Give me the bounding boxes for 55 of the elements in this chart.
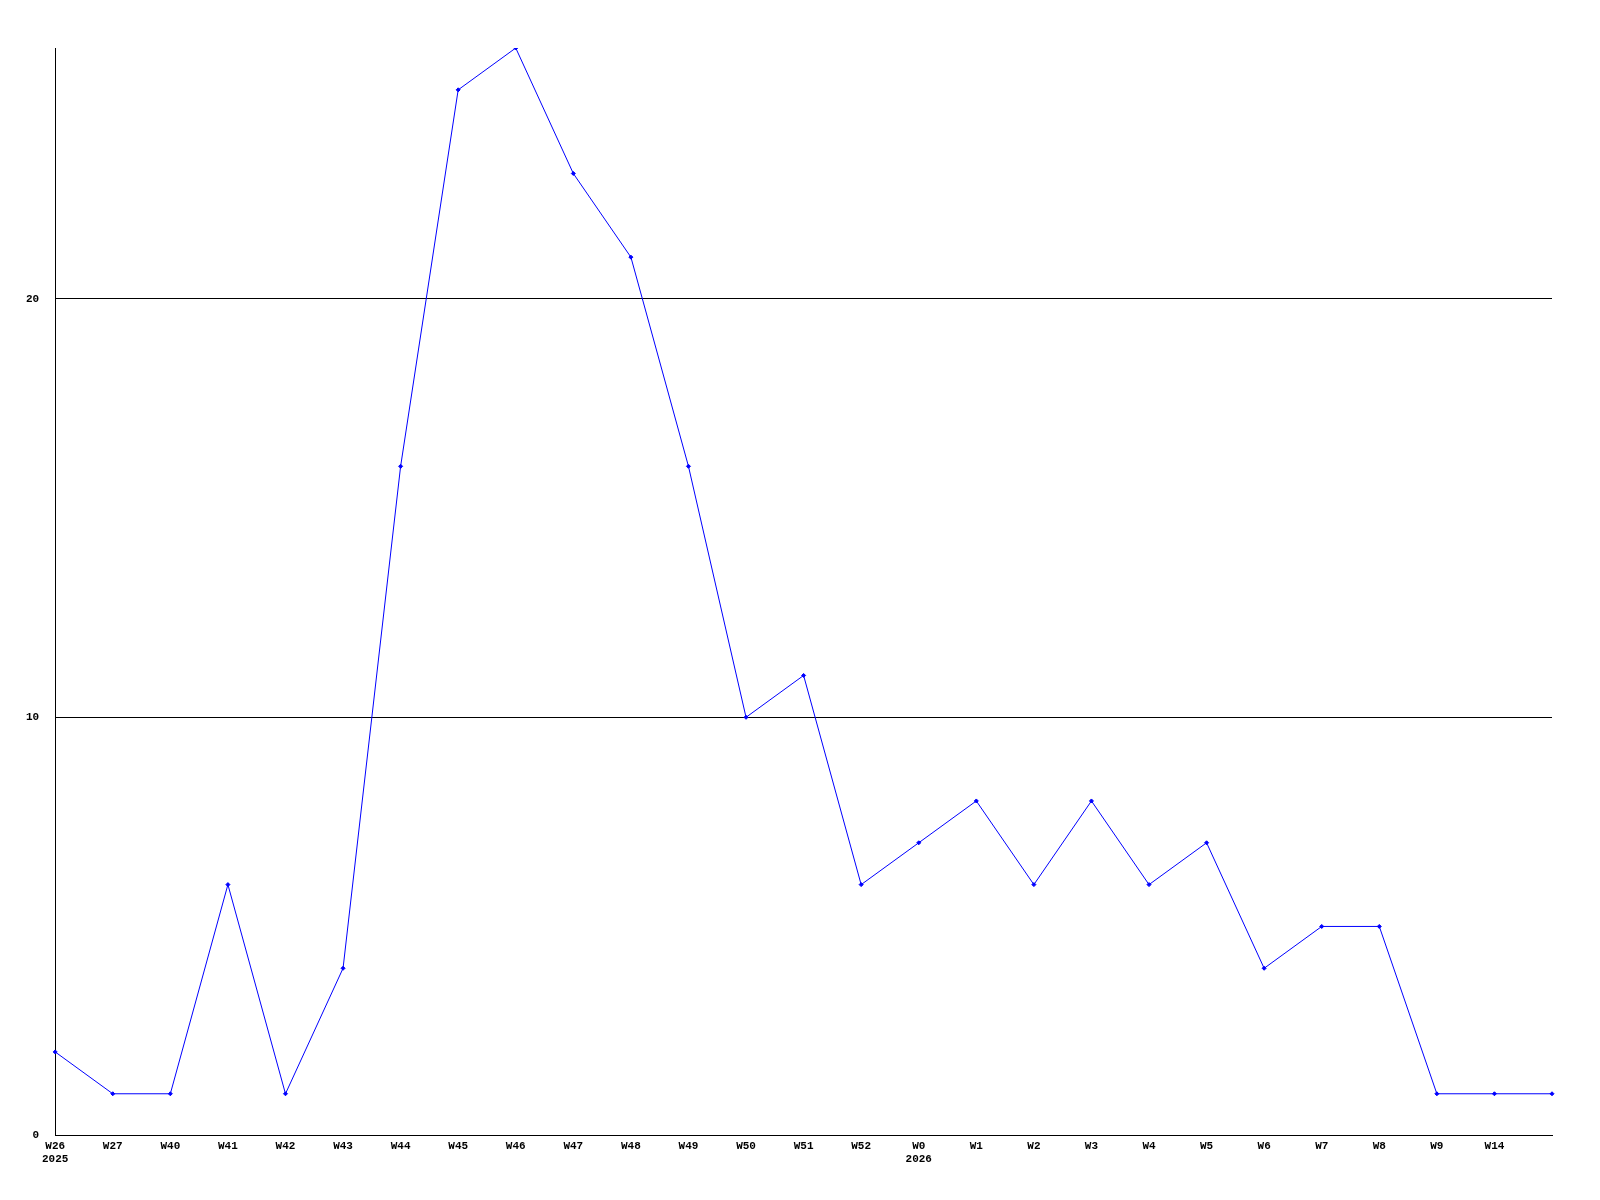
point <box>1088 798 1094 804</box>
point <box>570 170 576 176</box>
point <box>916 840 922 846</box>
x-tick-label: W48 <box>620 1139 642 1152</box>
x-tick-label: W8 <box>1372 1139 1387 1152</box>
point <box>110 1091 116 1097</box>
point <box>1319 923 1325 929</box>
x-tick-label: W51 <box>793 1139 814 1152</box>
y-tick-label: 20 <box>26 292 40 305</box>
x-tick-label: W9 <box>1430 1139 1444 1152</box>
point <box>1031 882 1037 888</box>
x-tick-label: W47 <box>563 1139 584 1152</box>
x-tick-label: W27 <box>102 1139 123 1152</box>
point <box>685 463 691 469</box>
point <box>858 882 864 888</box>
x-tick-label: W4 <box>1142 1139 1157 1152</box>
x-tick-label: W44 <box>390 1139 411 1152</box>
x-tick-label: W45 <box>448 1139 469 1152</box>
point <box>628 254 634 260</box>
x-tick-label: W3 <box>1084 1139 1099 1152</box>
x-tick-label: W26 2025 <box>42 1139 69 1166</box>
point <box>743 714 749 720</box>
y-tick-label: 10 <box>26 711 40 724</box>
x-tick-label: W6 <box>1257 1139 1271 1152</box>
point <box>1376 923 1382 929</box>
point <box>167 1091 173 1097</box>
point <box>340 965 346 971</box>
x-tick-label: W49 <box>678 1139 699 1152</box>
point <box>455 87 461 93</box>
point <box>1549 1091 1555 1097</box>
x-tick-label: W5 <box>1199 1139 1214 1152</box>
point <box>801 672 807 678</box>
point <box>1434 1091 1440 1097</box>
point <box>1204 840 1210 846</box>
x-tick-label: W41 <box>218 1139 239 1152</box>
point <box>1146 882 1152 888</box>
x-tick-label: W7 <box>1315 1139 1329 1152</box>
point <box>398 463 404 469</box>
x-tick-label: W1 <box>969 1139 984 1152</box>
x-tick-label: W40 <box>160 1139 181 1152</box>
x-tick-label: W46 <box>505 1139 526 1152</box>
point <box>1261 965 1267 971</box>
x-tick-label: W52 <box>851 1139 872 1152</box>
point <box>52 1049 58 1055</box>
point <box>225 882 231 888</box>
point <box>282 1091 288 1097</box>
y-tick-label: 0 <box>32 1129 40 1142</box>
point <box>1491 1091 1497 1097</box>
x-tick-label: W2 <box>1027 1139 1041 1152</box>
x-tick-label: W43 <box>333 1139 354 1152</box>
x-tick-label: W42 <box>275 1139 296 1152</box>
x-tick-label: W0 2026 <box>905 1139 932 1166</box>
x-tick-label: W50 <box>736 1139 756 1152</box>
x-tick-label: W14 <box>1484 1139 1505 1152</box>
point <box>973 798 979 804</box>
